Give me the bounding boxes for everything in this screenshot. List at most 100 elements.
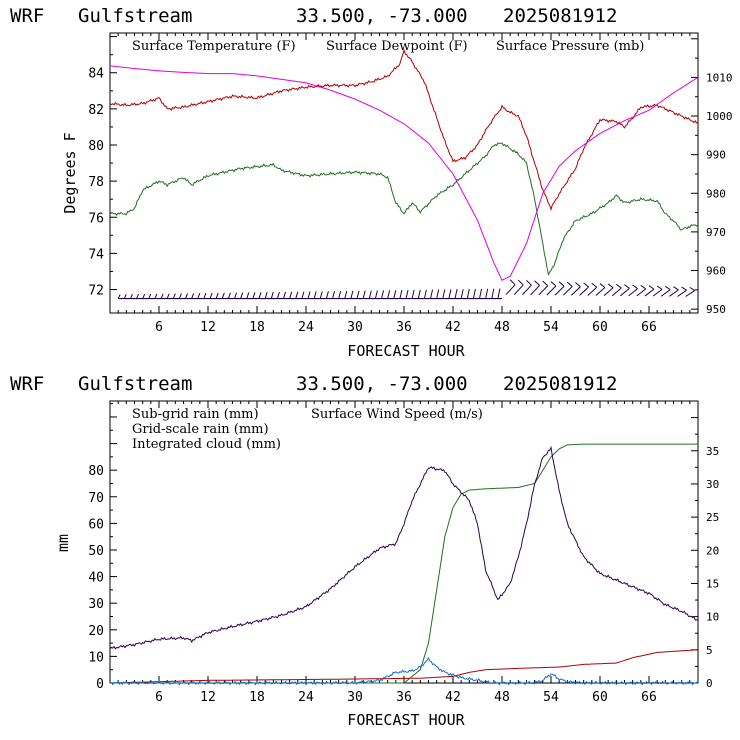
bottom-series-surface-wind-speed [109, 445, 699, 650]
top-wind-barb [313, 291, 317, 299]
top-wind-barb [301, 291, 305, 299]
top-wind-barb-feather [624, 284, 630, 289]
top-wind-barb [381, 290, 385, 299]
top-x-tick-label: 36 [396, 320, 412, 335]
bottom-x-axis-label: FORECAST HOUR [347, 711, 465, 729]
top-wind-barb-feather [681, 286, 687, 291]
top-wind-barb [215, 292, 219, 299]
top-wind-barb [197, 293, 201, 299]
bottom-y2-tick-label: 10 [706, 611, 719, 624]
top-wind-barb [319, 291, 323, 299]
bottom-x-tick-label: 54 [543, 690, 559, 705]
top-x-tick-label: 12 [200, 320, 216, 335]
bottom-legend-gridscale: Grid-scale rain (mm) [132, 422, 269, 437]
top-wind-barb [454, 289, 458, 299]
top-wind-barb-feather [509, 279, 516, 286]
top-series-surface-pressure [109, 65, 699, 281]
top-wind-barb [227, 292, 231, 299]
top-y-tick-label: 78 [88, 175, 104, 190]
top-title-domain: Gulfstream [78, 5, 192, 27]
top-legend-dewpoint: Surface Dewpoint (F) [326, 39, 468, 54]
top-legend-temperature: Surface Temperature (F) [132, 39, 296, 54]
top-x-tick-label: 66 [641, 320, 657, 335]
top-wind-barb [636, 288, 647, 297]
bottom-series-sub-grid-rain [110, 649, 699, 684]
bottom-x-tick-label: 66 [641, 690, 657, 705]
top-wind-barb [350, 290, 354, 299]
top-wind-barb [677, 289, 687, 297]
top-y-tick-label: 82 [88, 103, 104, 118]
top-wind-barb-feather [656, 285, 663, 290]
top-wind-barb [258, 292, 262, 299]
bottom-y-tick-label: 0 [96, 677, 104, 692]
top-wind-barb-feather [534, 280, 540, 286]
bottom-x-tick-label: 30 [347, 690, 363, 705]
top-wind-barb [362, 290, 366, 299]
top-wind-barb [117, 294, 121, 299]
top-wind-barb [530, 285, 540, 296]
top-title-run: 2025081912 [503, 5, 617, 27]
top-wind-barb [460, 289, 464, 299]
top-wind-barb [485, 288, 489, 299]
top-wind-barb [136, 293, 139, 299]
top-wind-barb-feather [632, 284, 638, 289]
top-wind-barb [442, 289, 446, 299]
top-wind-barb-feather [607, 283, 614, 289]
top-wind-barb-feather [673, 286, 679, 291]
top-wind-barb-feather [599, 283, 606, 288]
top-wind-barb [611, 287, 622, 297]
top-y-tick-label: 80 [88, 139, 104, 154]
top-wind-barb-feather [583, 282, 589, 288]
top-wind-barb-feather [575, 282, 581, 288]
bottom-legend-subgrid: Sub-grid rain (mm) [132, 407, 259, 422]
bottom-x-tick-label: 60 [592, 690, 608, 705]
bottom-title-domain: Gulfstream [78, 373, 192, 395]
top-wind-barb [479, 288, 483, 299]
bottom-title-location: 33.500, -73.000 [296, 373, 468, 395]
top-wind-barb [154, 293, 158, 299]
bottom-title-model: WRF [10, 373, 44, 395]
top-wind-barb [505, 284, 516, 295]
top-wind-barb [669, 289, 679, 297]
top-wind-barb-feather [526, 280, 532, 286]
top-wind-barb [368, 290, 372, 299]
top-wind-barb [185, 293, 189, 299]
top-y2-tick-label: 980 [706, 187, 726, 200]
top-y-tick-label: 76 [88, 211, 104, 226]
top-wind-barb [148, 293, 152, 299]
bottom-title-run: 2025081912 [503, 373, 617, 395]
top-wind-barb [685, 290, 696, 297]
top-wind-barb [491, 288, 495, 299]
top-wind-barb [466, 288, 470, 299]
top-wind-barb [405, 289, 409, 299]
top-wind-barb [264, 292, 268, 299]
top-wind-barb [283, 291, 287, 299]
top-wind-barb [325, 291, 329, 299]
top-y-tick-label: 84 [88, 67, 104, 82]
top-wind-barb [436, 289, 440, 299]
top-y2-tick-label: 1000 [706, 110, 733, 123]
top-x-tick-label: 18 [249, 320, 265, 335]
top-wind-barb [338, 290, 342, 299]
bottom-y-axis-label: mm [54, 534, 72, 552]
top-wind-barb [554, 285, 565, 296]
top-wind-barb [522, 284, 532, 296]
top-series-surface-temperature [109, 48, 699, 212]
top-wind-barb [644, 288, 655, 297]
bottom-y-tick-label: 60 [88, 517, 104, 532]
top-wind-barb [209, 292, 213, 299]
top-wind-barb [387, 290, 391, 299]
top-wind-barb-feather [615, 283, 622, 289]
top-wind-barb [178, 293, 182, 299]
top-wind-barb [221, 292, 225, 299]
top-wind-barb [562, 286, 573, 296]
top-wind-barb [628, 288, 638, 297]
top-wind-barb [332, 291, 336, 299]
top-wind-barb [142, 293, 146, 299]
top-y2-tick-label: 1010 [706, 71, 733, 84]
top-wind-barb [160, 293, 164, 299]
top-wind-barb [497, 288, 501, 299]
top-wind-barb [276, 291, 280, 299]
top-y2-tick-label: 960 [706, 265, 726, 278]
top-wind-barb [203, 292, 207, 299]
